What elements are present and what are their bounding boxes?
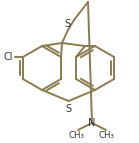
Text: S: S bbox=[64, 19, 70, 29]
Text: N: N bbox=[88, 118, 96, 128]
Text: CH₃: CH₃ bbox=[69, 131, 85, 140]
Text: Cl: Cl bbox=[3, 52, 13, 62]
Text: S: S bbox=[65, 105, 72, 115]
Text: CH₃: CH₃ bbox=[99, 131, 115, 140]
